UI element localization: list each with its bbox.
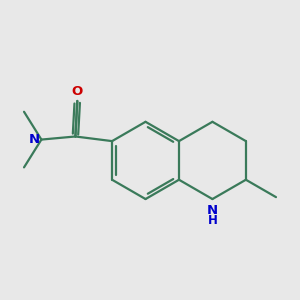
Text: N: N (29, 133, 40, 146)
Text: H: H (208, 214, 218, 227)
Text: N: N (207, 204, 218, 217)
Text: O: O (72, 85, 83, 98)
